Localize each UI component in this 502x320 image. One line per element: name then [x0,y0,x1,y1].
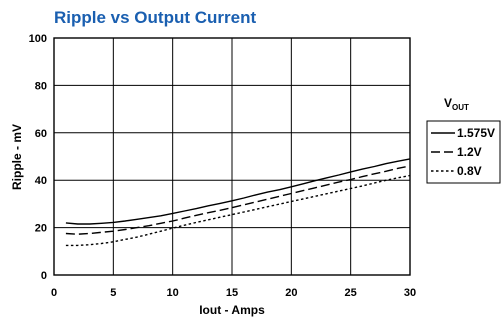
y-tick-label: 0 [41,270,47,282]
plot-frame [53,37,411,276]
legend-title-sub: OUT [452,103,469,112]
x-axis-label: Iout - Amps [199,303,265,317]
x-tick-label: 15 [226,287,238,299]
chart-title: Ripple vs Output Current [54,8,256,27]
y-tick-label: 60 [35,128,47,140]
x-tick-label: 20 [285,287,297,299]
x-tick-label: 10 [167,287,179,299]
series-line-1-2v [65,165,411,235]
legend-label: 1.575V [457,126,495,140]
y-tick-label: 100 [29,33,47,45]
y-tick-labels: 0 20 40 60 80 100 [29,33,47,282]
legend-label: 1.2V [457,145,482,159]
y-axis-label: Ripple - mV [10,124,24,190]
series-line-0-8v [65,174,411,247]
legend: VOUT 1.575V 1.2V 0.8V [426,96,501,184]
y-tick-label: 80 [35,80,47,92]
legend-title: VOUT [444,96,469,112]
legend-title-main: V [444,96,452,110]
legend-label: 0.8V [457,164,482,178]
legend-items: 1.575V 1.2V 0.8V [431,126,495,178]
grid-lines [53,37,411,276]
series-group [65,158,411,247]
x-tick-labels: 0 5 10 15 20 25 30 [51,287,416,299]
x-tick-label: 30 [404,287,416,299]
x-tick-label: 5 [110,287,116,299]
x-tick-label: 25 [345,287,357,299]
series-line-1-575v [65,158,411,225]
y-tick-label: 40 [35,175,47,187]
y-tick-label: 20 [35,223,47,235]
x-tick-label: 0 [51,287,57,299]
